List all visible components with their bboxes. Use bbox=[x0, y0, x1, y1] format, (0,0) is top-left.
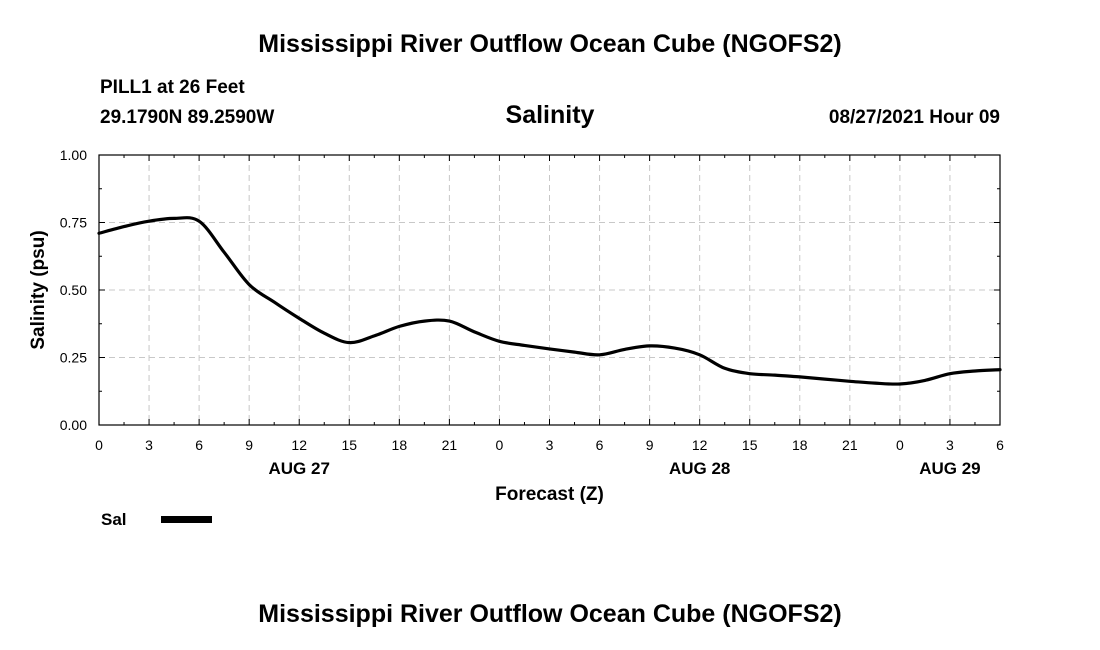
grid-layer bbox=[99, 155, 1000, 425]
x-tick-label: 6 bbox=[996, 437, 1004, 453]
chart-top-title: Mississippi River Outflow Ocean Cube (NG… bbox=[258, 30, 842, 58]
y-tick-label: 0.50 bbox=[60, 282, 87, 298]
x-tick-label: 0 bbox=[896, 437, 904, 453]
x-tick-label: 3 bbox=[145, 437, 153, 453]
x-tick-label: 21 bbox=[842, 437, 858, 453]
forecast-datetime: 08/27/2021 Hour 09 bbox=[828, 107, 1000, 128]
y-tick-label: 0.00 bbox=[60, 417, 87, 433]
x-tick-label: 15 bbox=[341, 437, 357, 453]
variable-title: Salinity bbox=[505, 101, 595, 129]
x-tick-label: 15 bbox=[742, 437, 758, 453]
x-tick-label: 9 bbox=[245, 437, 253, 453]
x-tick-label: 12 bbox=[291, 437, 307, 453]
series-line-sal bbox=[97, 216, 1002, 386]
y-tick-label: 0.75 bbox=[60, 215, 87, 231]
legend-line-swatch bbox=[161, 516, 212, 523]
station-label: PILL1 at 26 Feet bbox=[100, 77, 245, 98]
y-tick-label: 1.00 bbox=[60, 147, 87, 163]
chart-bottom-title: Mississippi River Outflow Ocean Cube (NG… bbox=[258, 600, 842, 628]
x-axis-title: Forecast (Z) bbox=[495, 484, 604, 505]
x-tick-label: 0 bbox=[496, 437, 504, 453]
date-label: AUG 28 bbox=[669, 459, 730, 478]
x-tick-label: 0 bbox=[95, 437, 103, 453]
label-layer: 0 3 6 9 12 15 18 21 0 3 6 9 12 15 18 21 0 3 6 0.00 0.25 0.50 0… bbox=[28, 147, 1004, 505]
x-tick-label: 18 bbox=[392, 437, 408, 453]
legend-label: Sal bbox=[101, 510, 127, 529]
x-tick-label: 9 bbox=[646, 437, 654, 453]
x-tick-label: 3 bbox=[546, 437, 554, 453]
x-tick-label: 21 bbox=[442, 437, 458, 453]
coordinates-label: 29.1790N 89.2590W bbox=[100, 107, 275, 128]
tick-layer bbox=[98, 154, 1001, 426]
x-tick-label: 18 bbox=[792, 437, 808, 453]
x-tick-label: 12 bbox=[692, 437, 708, 453]
y-axis-title: Salinity (psu) bbox=[28, 230, 49, 349]
x-tick-label: 6 bbox=[596, 437, 604, 453]
date-label: AUG 27 bbox=[269, 459, 330, 478]
series-layer bbox=[97, 216, 1002, 386]
x-tick-label: 3 bbox=[946, 437, 954, 453]
y-tick-label: 0.25 bbox=[60, 350, 87, 366]
date-label: AUG 29 bbox=[919, 459, 980, 478]
x-tick-label: 6 bbox=[195, 437, 203, 453]
